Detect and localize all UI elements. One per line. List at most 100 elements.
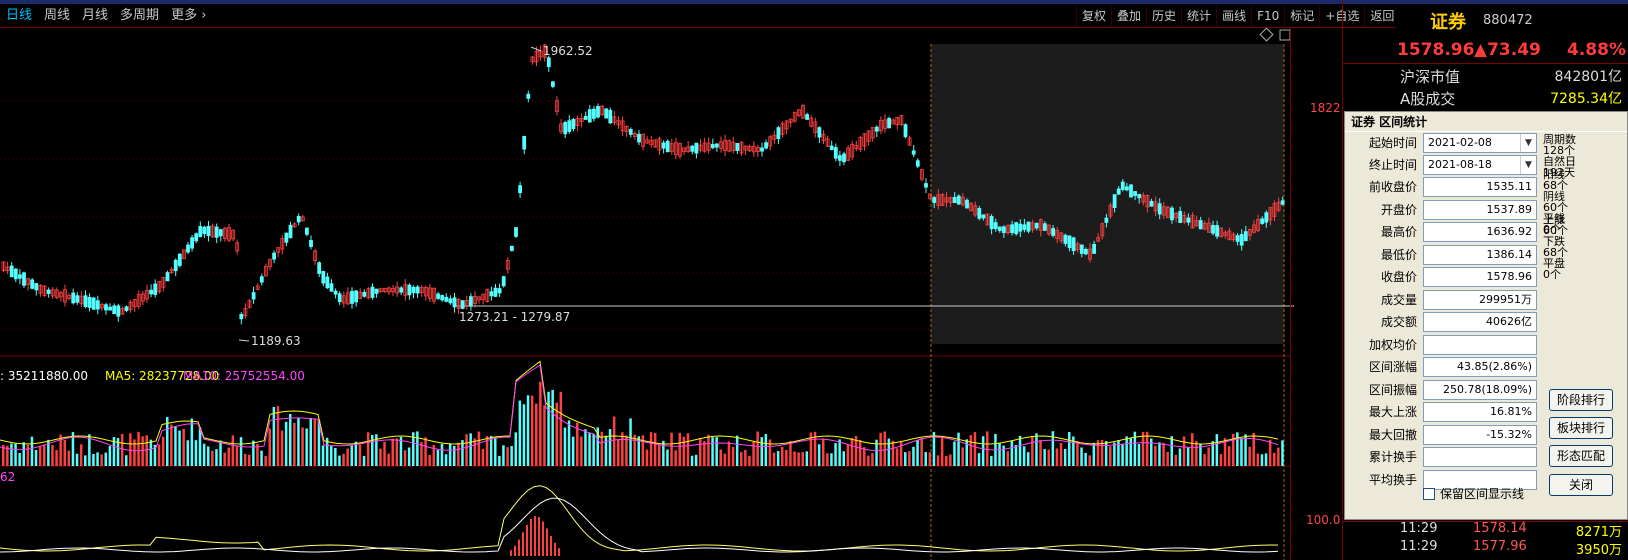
diamond-icon bbox=[1259, 27, 1274, 42]
panel-divider bbox=[1342, 0, 1343, 560]
stat-field-value[interactable] bbox=[1423, 447, 1537, 467]
overlay-button[interactable]: 叠加 bbox=[1111, 6, 1146, 26]
volume-bar bbox=[1068, 431, 1071, 466]
volume-bar bbox=[1268, 439, 1272, 466]
keep-interval-lines-checkbox[interactable]: 保留区间显示线 bbox=[1423, 485, 1524, 502]
volume-bar bbox=[953, 441, 956, 466]
candle-body bbox=[91, 297, 96, 310]
stat-field-value[interactable] bbox=[1423, 334, 1537, 355]
volume-bar bbox=[817, 444, 821, 466]
candle-body bbox=[87, 296, 92, 308]
stage-ranking-button[interactable]: 阶段排行 bbox=[1549, 389, 1613, 411]
volume-bar bbox=[1080, 447, 1083, 466]
close-button[interactable]: 关闭 bbox=[1549, 474, 1613, 496]
statistics-button[interactable]: 统计 bbox=[1181, 6, 1216, 26]
indicator-bar bbox=[534, 516, 536, 556]
volume-bar bbox=[813, 431, 817, 466]
candle-body bbox=[514, 227, 518, 237]
candle-body bbox=[1018, 223, 1023, 232]
checkbox-box[interactable] bbox=[1423, 487, 1435, 500]
mark-button[interactable]: 标记 bbox=[1284, 6, 1319, 26]
stat-field-value[interactable]: 43.85(2.86%) bbox=[1423, 357, 1537, 377]
volume-bar bbox=[178, 430, 181, 466]
stat-field-value[interactable]: -15.32% bbox=[1423, 424, 1537, 445]
stat-field-value[interactable]: 250.78(18.09%) bbox=[1423, 379, 1537, 400]
kline-chart[interactable]: 1962.52 1189.63 1273.21 - 1279.87 bbox=[0, 0, 1396, 560]
period-tabs: 日线 周线 月线 多周期 更多 › bbox=[0, 6, 212, 26]
volume-bar bbox=[412, 432, 415, 466]
stat-field-value[interactable]: 1578.96 bbox=[1423, 267, 1537, 287]
tab-weekly[interactable]: 周线 bbox=[44, 8, 71, 23]
volume-bar bbox=[166, 417, 169, 466]
f10-button[interactable]: F10 bbox=[1251, 6, 1284, 26]
volume-bar bbox=[940, 436, 944, 466]
volume-bar bbox=[215, 449, 218, 466]
candle-body bbox=[829, 145, 834, 150]
stat-field-value[interactable]: 16.81% bbox=[1423, 402, 1537, 422]
checkbox-label: 保留区间显示线 bbox=[1440, 487, 1525, 501]
candle-body bbox=[879, 119, 883, 132]
stat-field-value[interactable]: 299951万 bbox=[1423, 289, 1537, 310]
volume-bar bbox=[1027, 452, 1030, 466]
stat-field-value[interactable] bbox=[1423, 469, 1537, 490]
indicator-bar bbox=[558, 548, 560, 556]
volume-bar bbox=[608, 429, 612, 466]
high-price-label: 1962.52 bbox=[543, 44, 593, 58]
volume-bar bbox=[137, 431, 140, 466]
volume-bar bbox=[1063, 448, 1067, 466]
candle-body bbox=[985, 213, 990, 226]
sector-ranking-button[interactable]: 板块排行 bbox=[1549, 417, 1613, 439]
stat-field-value[interactable]: 1535.11 bbox=[1423, 177, 1537, 197]
back-button[interactable]: 返回 bbox=[1364, 6, 1399, 26]
candle-body bbox=[1067, 235, 1072, 249]
candle-body bbox=[776, 127, 781, 139]
volume-bar bbox=[920, 438, 923, 466]
candle-body bbox=[1170, 207, 1174, 221]
dropdown-arrow-icon[interactable]: ▼ bbox=[1520, 156, 1536, 174]
stat-field-value[interactable]: 1636.92 bbox=[1423, 222, 1537, 242]
tab-daily[interactable]: 日线 bbox=[6, 8, 33, 23]
pattern-match-button[interactable]: 形态匹配 bbox=[1549, 445, 1613, 467]
candle-body bbox=[932, 197, 937, 203]
candle-body bbox=[1120, 181, 1125, 190]
volume-bar bbox=[494, 437, 497, 466]
indicator-bar bbox=[514, 545, 516, 556]
volume-bar bbox=[354, 441, 358, 466]
candle-body bbox=[46, 289, 51, 294]
volume-bar bbox=[1084, 452, 1087, 466]
volume-bar bbox=[699, 437, 702, 466]
candle-body bbox=[817, 127, 822, 138]
start-time-select[interactable]: 2021-02-08 ▼ bbox=[1423, 133, 1537, 153]
volume-bar bbox=[879, 432, 882, 466]
volume-bar bbox=[1236, 432, 1239, 466]
tab-monthly[interactable]: 月线 bbox=[82, 8, 109, 23]
candle-body bbox=[79, 295, 84, 305]
volume-bar bbox=[576, 422, 579, 466]
stat-field-value[interactable]: 40626亿 bbox=[1423, 312, 1537, 332]
tab-multi-period[interactable]: 多周期 bbox=[120, 8, 160, 23]
draw-line-button[interactable]: 画线 bbox=[1216, 6, 1251, 26]
stat-field-value[interactable]: 1386.14 bbox=[1423, 244, 1537, 265]
volume-bar bbox=[838, 439, 841, 466]
candle-body bbox=[706, 142, 711, 151]
restore-rights-button[interactable]: 复权 bbox=[1076, 6, 1111, 26]
dropdown-arrow-icon[interactable]: ▼ bbox=[1520, 134, 1536, 152]
candle-body bbox=[1207, 222, 1211, 233]
turnover-value: 7285.34亿 bbox=[1550, 91, 1622, 107]
candle-body bbox=[419, 287, 424, 294]
volume-bar bbox=[481, 449, 485, 466]
candle-body bbox=[903, 124, 908, 138]
history-button[interactable]: 历史 bbox=[1146, 6, 1181, 26]
volume-bar bbox=[854, 436, 858, 466]
end-time-select[interactable]: 2021-08-18 ▼ bbox=[1423, 155, 1537, 175]
candle-body bbox=[1149, 200, 1154, 207]
volume-bar bbox=[1150, 438, 1153, 466]
ticks-divider bbox=[1342, 521, 1628, 522]
volume-bar bbox=[1154, 445, 1157, 466]
tab-more[interactable]: 更多 › bbox=[165, 6, 212, 26]
volume-bar bbox=[67, 450, 71, 466]
candle-body bbox=[222, 227, 227, 239]
volume-bar bbox=[957, 432, 960, 466]
stat-field-value[interactable]: 1537.89 bbox=[1423, 199, 1537, 220]
low-price-label: 1189.63 bbox=[251, 334, 301, 348]
